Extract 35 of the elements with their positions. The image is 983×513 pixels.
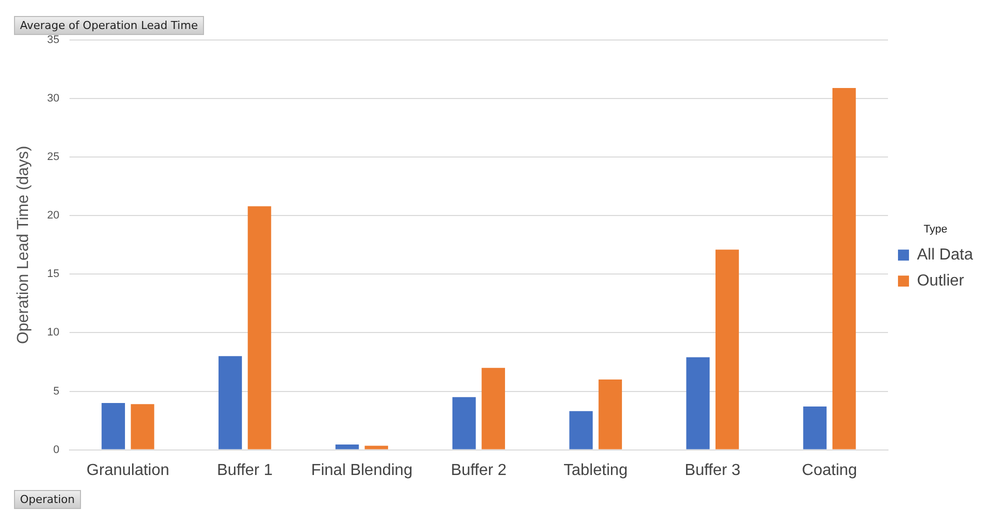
bar: [130, 404, 154, 450]
bar: [686, 357, 710, 450]
bar: [716, 250, 739, 450]
x-tick-label: Coating: [802, 462, 858, 479]
bar: [248, 206, 272, 450]
x-tick-label: Granulation: [86, 462, 170, 479]
bar: [218, 356, 242, 450]
y-tick-label: 5: [53, 385, 60, 398]
bar: [803, 406, 827, 450]
y-tick-label: 10: [47, 326, 60, 339]
y-tick-label: 15: [47, 268, 60, 280]
y-axis-title: Operation Lead Time (days): [15, 146, 32, 344]
bar: [832, 88, 856, 450]
y-tick-label: 25: [47, 151, 60, 164]
bar: [452, 397, 476, 450]
bar: [569, 411, 593, 450]
bar: [598, 380, 622, 450]
bar: [364, 446, 388, 450]
bar: [335, 444, 359, 450]
x-tick-label: Buffer 1: [216, 462, 273, 479]
legend-label: Outlier: [916, 272, 965, 290]
legend-label: All Data: [916, 246, 974, 264]
x-tick-label: Buffer 2: [450, 462, 507, 479]
legend-title: Type: [924, 223, 948, 236]
y-tick-label: 0: [53, 444, 60, 456]
text: Operation: [14, 490, 81, 509]
bar: [102, 402, 125, 450]
x-tick-label: Tableting: [564, 462, 628, 479]
x-tick-label: Final Blending: [311, 462, 412, 479]
bar: [482, 368, 506, 450]
text: Average of Operation Lead Time: [14, 16, 204, 35]
y-tick-label: 30: [47, 92, 60, 105]
y-tick-label: 35: [47, 34, 60, 46]
x-tick-label: Buffer 3: [684, 462, 741, 479]
y-tick-label: 20: [47, 210, 60, 222]
